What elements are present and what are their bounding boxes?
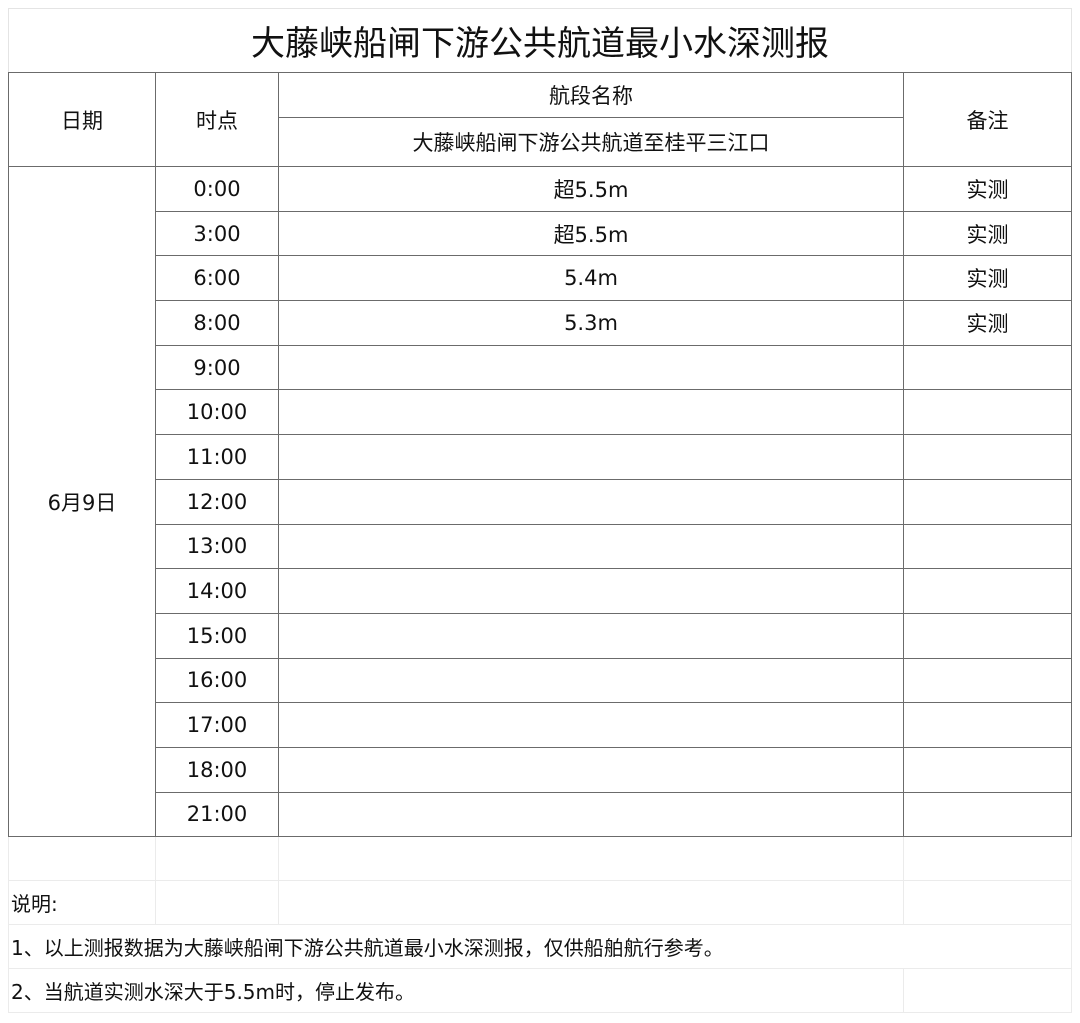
note-row: 1、以上测报数据为大藤峡船闸下游公共航道最小水深测报，仅供船舶航行参考。 <box>8 924 1072 970</box>
time-cell: 16:00 <box>155 657 279 704</box>
time-cell: 3:00 <box>155 210 279 257</box>
report-title: 大藤峡船闸下游公共航道最小水深测报 <box>8 8 1072 73</box>
note-cell: 实测 <box>903 210 1072 257</box>
time-cell: 9:00 <box>155 344 279 391</box>
note-cell <box>903 657 1072 704</box>
note-item-2: 2、当航道实测水深大于5.5m时，停止发布。 <box>8 968 904 1014</box>
table-row: 17:00 <box>9 702 1072 748</box>
note-row: 2、当航道实测水深大于5.5m时，停止发布。 <box>8 968 1072 1014</box>
table-row: 16:00 <box>9 657 1072 704</box>
time-cell: 21:00 <box>155 791 279 838</box>
depth-cell <box>278 523 904 570</box>
header-remark: 备注 <box>903 72 1072 167</box>
time-cell: 6:00 <box>155 255 279 302</box>
table-row: 15:00 <box>9 612 1072 659</box>
depth-cell <box>278 568 904 614</box>
note-cell <box>903 612 1072 659</box>
note-item-1: 1、以上测报数据为大藤峡船闸下游公共航道最小水深测报，仅供船舶航行参考。 <box>8 924 1072 970</box>
depth-cell <box>278 612 904 659</box>
table-row: 8:00 5.3m 实测 <box>9 300 1072 346</box>
header-date: 日期 <box>8 72 156 167</box>
note-cell <box>903 791 1072 838</box>
header-time: 时点 <box>155 72 279 167</box>
depth-cell <box>278 434 904 480</box>
depth-cell <box>278 389 904 436</box>
notes-heading: 说明: <box>8 880 156 926</box>
table-row: 12:00 <box>9 478 1072 525</box>
time-cell: 8:00 <box>155 300 279 346</box>
note-cell <box>903 478 1072 525</box>
note-cell: 实测 <box>903 300 1072 346</box>
depth-cell <box>278 657 904 704</box>
note-cell <box>903 746 1072 793</box>
blank-row <box>8 836 1072 882</box>
time-cell: 12:00 <box>155 478 279 525</box>
table-row: 6月9日 0:00 超5.5m 实测 <box>8 165 1072 838</box>
time-cell: 0:00 <box>155 166 279 212</box>
note-cell <box>903 523 1072 570</box>
table-row: 13:00 <box>9 523 1072 570</box>
depth-cell <box>278 746 904 793</box>
table-row: 18:00 <box>9 746 1072 793</box>
time-cell: 15:00 <box>155 612 279 659</box>
note-cell <box>903 344 1072 391</box>
depth-cell <box>278 344 904 391</box>
depth-cell: 5.3m <box>278 300 904 346</box>
table-row: 3:00 超5.5m 实测 <box>9 210 1072 257</box>
table-row: 9:00 <box>9 344 1072 391</box>
time-cell: 13:00 <box>155 523 279 570</box>
notes-heading-row: 说明: <box>8 880 1072 926</box>
table-row: 14:00 <box>9 568 1072 614</box>
time-cell: 10:00 <box>155 389 279 436</box>
time-cell: 11:00 <box>155 434 279 480</box>
time-cell: 14:00 <box>155 568 279 614</box>
table-row: 6:00 5.4m 实测 <box>9 255 1072 302</box>
depth-cell: 超5.5m <box>278 166 904 212</box>
note-cell <box>903 702 1072 748</box>
header-segment-name: 大藤峡船闸下游公共航道至桂平三江口 <box>278 117 904 167</box>
water-depth-report-table: 大藤峡船闸下游公共航道最小水深测报 日期 时点 航段名称 备注 大藤峡船闸下游公… <box>8 8 1072 1014</box>
time-cell: 17:00 <box>155 702 279 748</box>
depth-cell: 超5.5m <box>278 210 904 257</box>
note-cell <box>903 568 1072 614</box>
table-row: 21:00 <box>9 791 1072 838</box>
depth-cell <box>278 478 904 525</box>
table-row: 10:00 <box>9 389 1072 436</box>
date-cell: 6月9日 <box>8 165 156 838</box>
note-cell: 实测 <box>903 166 1072 212</box>
note-cell <box>903 389 1072 436</box>
header-segment-label: 航段名称 <box>278 72 904 118</box>
depth-cell <box>278 702 904 748</box>
note-cell <box>903 434 1072 480</box>
table-row: 11:00 <box>9 434 1072 480</box>
note-cell: 实测 <box>903 255 1072 302</box>
depth-cell: 5.4m <box>278 255 904 302</box>
time-cell: 18:00 <box>155 746 279 793</box>
depth-cell <box>278 791 904 838</box>
